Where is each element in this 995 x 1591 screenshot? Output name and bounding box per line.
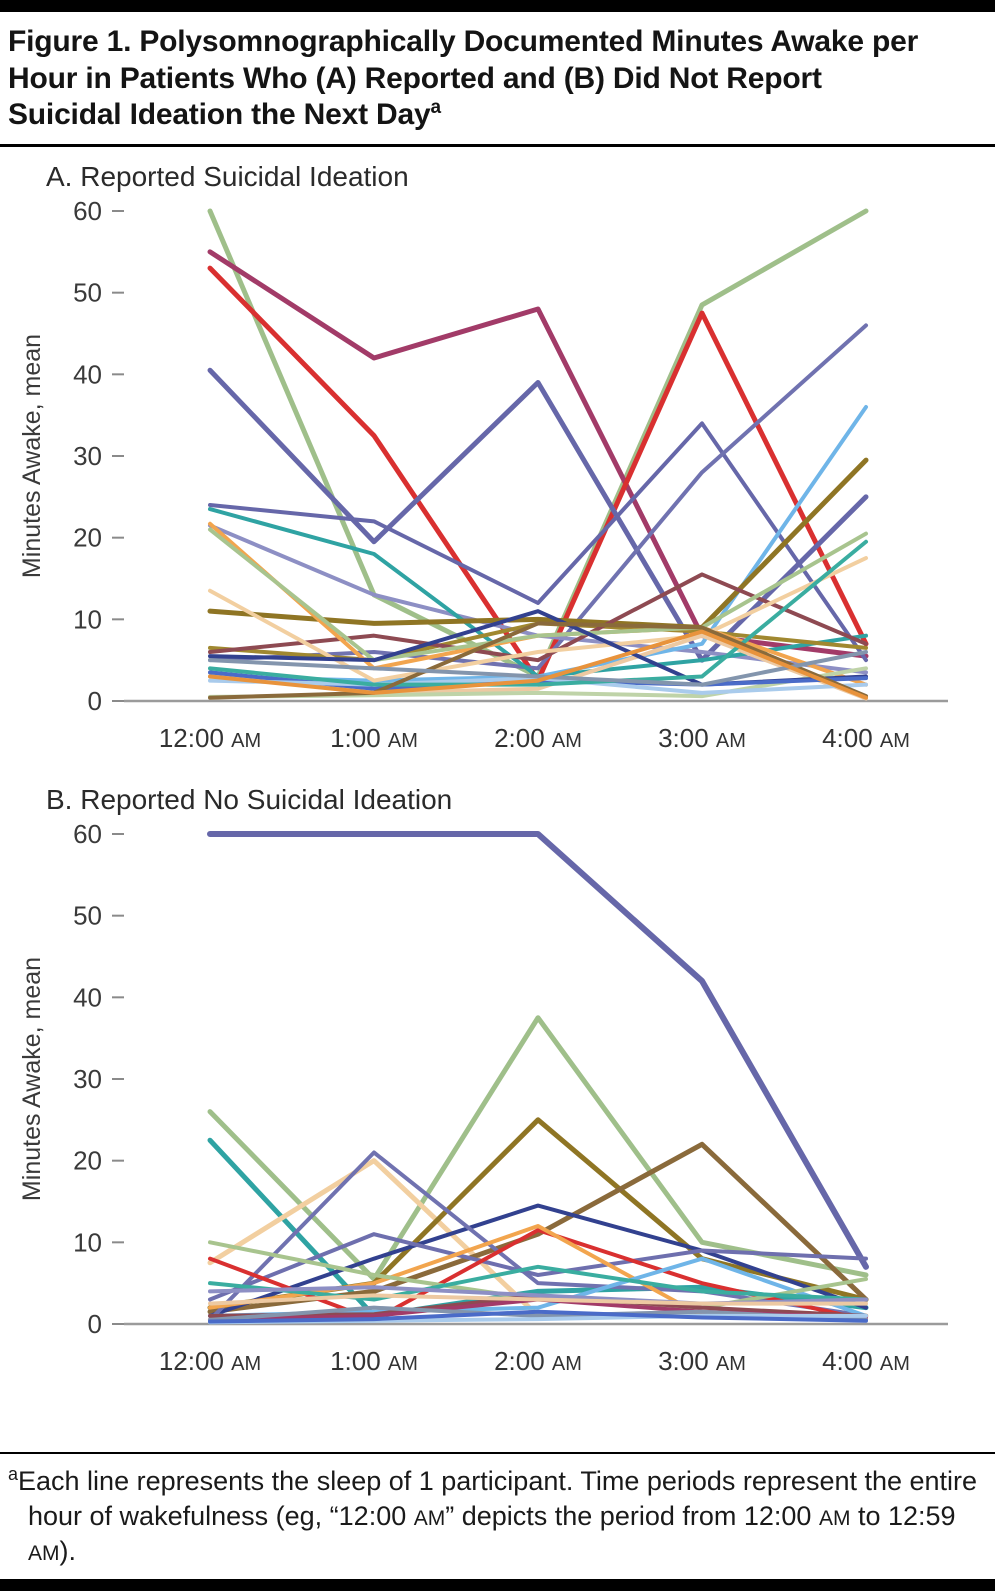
y-tick-label: 10 — [73, 604, 102, 634]
participant-line — [208, 1264, 868, 1302]
footnote-text: ” depicts the period from 12:00 — [445, 1500, 819, 1531]
panel-b-chart: 0 10 20 30 40 50 60 Minutes Awake, mean 12:00 AM… — [18, 819, 948, 1376]
y-tick-label: 0 — [88, 686, 102, 716]
y-tick-label: 40 — [73, 359, 102, 389]
x-axis-label: 3:00 AM — [658, 723, 746, 753]
figure-title-superscript: a — [430, 97, 441, 119]
x-axis-label: 12:00 AM — [159, 723, 261, 753]
footnote-text: ). — [59, 1535, 77, 1566]
participant-line — [207, 1015, 869, 1282]
participant-line — [207, 249, 869, 659]
participant-line — [208, 649, 868, 687]
footnote: aEach line represents the sleep of 1 par… — [0, 1451, 995, 1579]
participant-line — [208, 421, 868, 662]
y-tick-label: 30 — [73, 1064, 102, 1094]
panel-b-heading: B. Reported No Suicidal Ideation — [46, 783, 453, 815]
figure-title-text: Figure 1. Polysomnographically Documente… — [8, 25, 919, 132]
participant-line — [207, 830, 869, 1270]
y-tick-label: 10 — [73, 1227, 102, 1257]
y-tick-label: 0 — [88, 1309, 102, 1339]
x-axis-label: 3:00 AM — [658, 1346, 746, 1376]
participant-line — [208, 621, 868, 700]
bottom-rule-bar — [0, 1579, 995, 1591]
participant-line — [208, 555, 868, 683]
footnote-marker: a — [8, 1463, 19, 1484]
footnote-text: to 12:59 — [850, 1500, 956, 1531]
participant-line — [208, 1231, 868, 1302]
footnote-text: AM — [28, 1541, 60, 1565]
y-tick-label: 30 — [73, 441, 102, 471]
footnote-text: AM — [413, 1506, 446, 1530]
y-tick-label: 20 — [73, 522, 102, 552]
x-axis-label: 1:00 AM — [330, 723, 418, 753]
top-rule-bar — [0, 0, 995, 12]
participant-line — [208, 1293, 868, 1306]
footnote-text: Each line represents the sleep of 1 part… — [18, 1465, 978, 1531]
y-tick-label: 50 — [73, 900, 102, 930]
panel-a-heading: A. Reported Suicidal Ideation — [46, 160, 409, 192]
y-axis-title: Minutes Awake, mean — [18, 957, 46, 1201]
x-axis-label: 2:00 AM — [494, 1346, 582, 1376]
participant-line — [208, 629, 868, 700]
y-axis-title: Minutes Awake, mean — [18, 334, 46, 578]
participant-line — [208, 1309, 868, 1324]
participant-line — [208, 527, 868, 662]
y-tick-label: 40 — [73, 982, 102, 1012]
y-tick-label: 50 — [73, 277, 102, 307]
y-tick-label: 60 — [73, 819, 102, 849]
x-axis-label: 1:00 AM — [330, 1346, 418, 1376]
panel-a-chart: 0 10 20 30 40 50 60 Minutes Awake, mean 12:00 AM… — [18, 196, 948, 753]
x-axis-label: 2:00 AM — [494, 723, 582, 753]
x-axis-label: 4:00 AM — [822, 723, 910, 753]
x-axis-label: 4:00 AM — [822, 1346, 910, 1376]
participant-line — [208, 1203, 868, 1318]
y-tick-label: 60 — [73, 196, 102, 226]
figure-title: Figure 1. Polysomnographically Documente… — [0, 12, 955, 144]
x-axis-label: 12:00 AM — [159, 1346, 261, 1376]
title-divider-rule — [0, 143, 995, 147]
y-tick-label: 20 — [73, 1145, 102, 1175]
participant-line — [207, 367, 869, 663]
participant-line — [208, 539, 868, 687]
footnote-text: AM — [818, 1506, 851, 1530]
